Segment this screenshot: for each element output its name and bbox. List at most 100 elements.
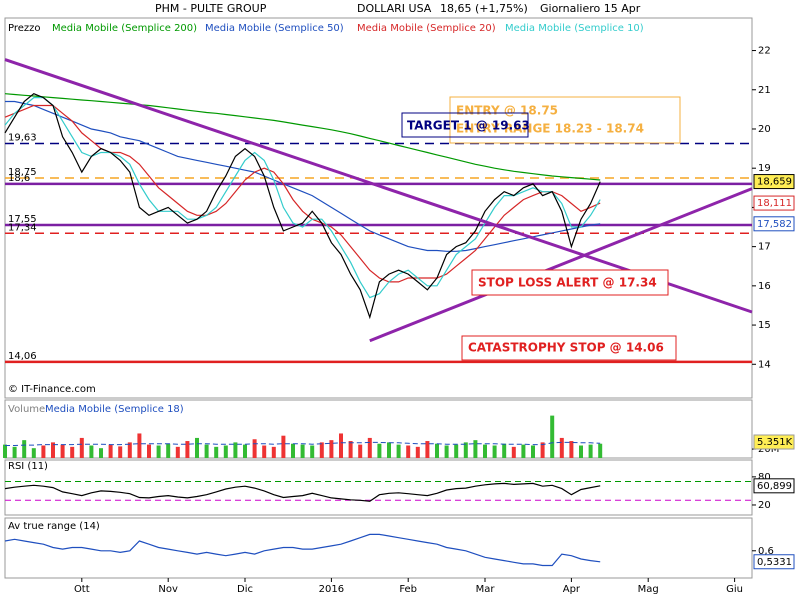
- y-tick-label: 15: [758, 320, 771, 331]
- volume-bar: [195, 437, 199, 458]
- last-value-tag: [753, 554, 795, 570]
- series-line: [4, 533, 601, 567]
- volume-bar: [233, 442, 238, 458]
- volume-bar: [473, 440, 478, 458]
- volume-bar: [70, 446, 75, 458]
- volume-bar: [31, 448, 36, 458]
- period: Giornaliero 15 Apr: [540, 2, 641, 15]
- atr-panel: [4, 517, 753, 579]
- volume-bar: [588, 444, 593, 458]
- last-value-tag: [753, 478, 795, 494]
- volume-bar: [262, 445, 267, 458]
- volume-bar: [41, 445, 46, 458]
- volume-bar: [511, 446, 516, 458]
- level-label: 17,55: [8, 214, 37, 225]
- annotation-text: CATASTROPHY STOP @ 14.06: [468, 341, 664, 355]
- price-panel: [4, 17, 753, 399]
- volume-bar: [79, 437, 84, 458]
- volume-bar: [99, 448, 103, 458]
- volume-bar: [540, 442, 545, 458]
- series-line: [4, 93, 601, 181]
- volume-bar: [435, 443, 439, 458]
- volume-bar: [492, 445, 497, 458]
- annotation-box: [471, 269, 669, 296]
- y-tick-label: 20M: [758, 444, 779, 455]
- legend-entry: Media Mobile (Semplice 20): [357, 23, 496, 34]
- volume-bar: [531, 445, 535, 458]
- level-label: 19,63: [8, 132, 37, 143]
- volume-bar: [223, 445, 228, 458]
- annotation-text: STOP LOSS ALERT @ 17.34: [478, 276, 657, 290]
- last-value-tag: [753, 216, 795, 232]
- annotation-box: [449, 96, 681, 144]
- volume-bar: [396, 444, 401, 458]
- volume-bar: [291, 443, 295, 458]
- volume-bar: [108, 444, 113, 458]
- x-tick-label: Giu: [726, 584, 743, 595]
- x-tick-label: Mar: [476, 584, 496, 595]
- y-tick-label: 16: [758, 281, 771, 292]
- volume-bar: [579, 445, 583, 458]
- volume-bar: [377, 443, 382, 458]
- volume-bar: [51, 442, 55, 458]
- last-value-tag: [753, 434, 795, 450]
- y-tick-label: 80: [758, 472, 771, 483]
- y-tick-label: 14: [758, 359, 771, 370]
- volume-bar: [358, 444, 363, 458]
- x-tick-label: 2016: [319, 584, 344, 595]
- volume-bar: [463, 442, 468, 458]
- x-tick-label: Nov: [158, 584, 178, 595]
- x-tick-label: Dic: [237, 584, 253, 595]
- annotation-text: ENTRY RANGE 18.23 - 18.74: [456, 122, 644, 136]
- title: PHM - PULTE GROUP: [155, 2, 267, 15]
- volume-bar: [166, 443, 171, 458]
- series-line: [5, 441, 601, 446]
- volume-bar: [22, 440, 27, 458]
- volume-bar: [175, 446, 180, 458]
- last-value-label: 17,582: [757, 219, 792, 230]
- y-tick-label: 21: [758, 85, 771, 96]
- volume-bar: [214, 446, 219, 458]
- series-line: [4, 97, 601, 299]
- volume-bar: [387, 442, 391, 458]
- annotation-box: [401, 112, 529, 138]
- volume-bar: [598, 443, 603, 458]
- volume-bar: [281, 435, 286, 458]
- volume-bar: [550, 415, 555, 458]
- last-value-label: 18,111: [757, 198, 792, 209]
- credit: © IT-Finance.com: [8, 384, 96, 395]
- volume-bar: [559, 437, 564, 458]
- volume-bar: [147, 444, 151, 458]
- last-value-label: 18,659: [757, 177, 792, 188]
- volume-bar: [521, 444, 526, 458]
- y-tick-label: 17: [758, 242, 771, 253]
- x-tick-label: Ott: [74, 584, 90, 595]
- volume-bar: [118, 446, 123, 458]
- volume-bar: [329, 440, 334, 458]
- annotation-box: [461, 335, 677, 361]
- y-tick-label: 19: [758, 163, 771, 174]
- rsi-panel: [4, 459, 753, 516]
- level-label: 18,75: [8, 167, 37, 178]
- last-value-tag: [753, 174, 795, 190]
- volume-bar: [319, 442, 324, 458]
- trendline: [369, 187, 753, 343]
- level-label: 17,34: [8, 222, 37, 233]
- volume-bar: [569, 441, 574, 458]
- last-value-label: 0,5331: [757, 557, 792, 568]
- last-value-tag: [753, 195, 795, 211]
- volume-bar: [444, 445, 449, 458]
- volume-bar: [339, 433, 343, 458]
- volume-bar: [89, 445, 94, 458]
- level-label: 18,6: [8, 173, 30, 184]
- series-line: [4, 93, 601, 320]
- legend-entry: Media Mobile (Semplice 50): [205, 23, 344, 34]
- volume-bar: [415, 446, 420, 458]
- volume-bar: [502, 443, 507, 458]
- volume-bar: [60, 444, 65, 458]
- volume-bar: [425, 441, 430, 458]
- volume-bar: [185, 441, 190, 458]
- series-line: [5, 100, 601, 252]
- volume-bar: [300, 444, 305, 458]
